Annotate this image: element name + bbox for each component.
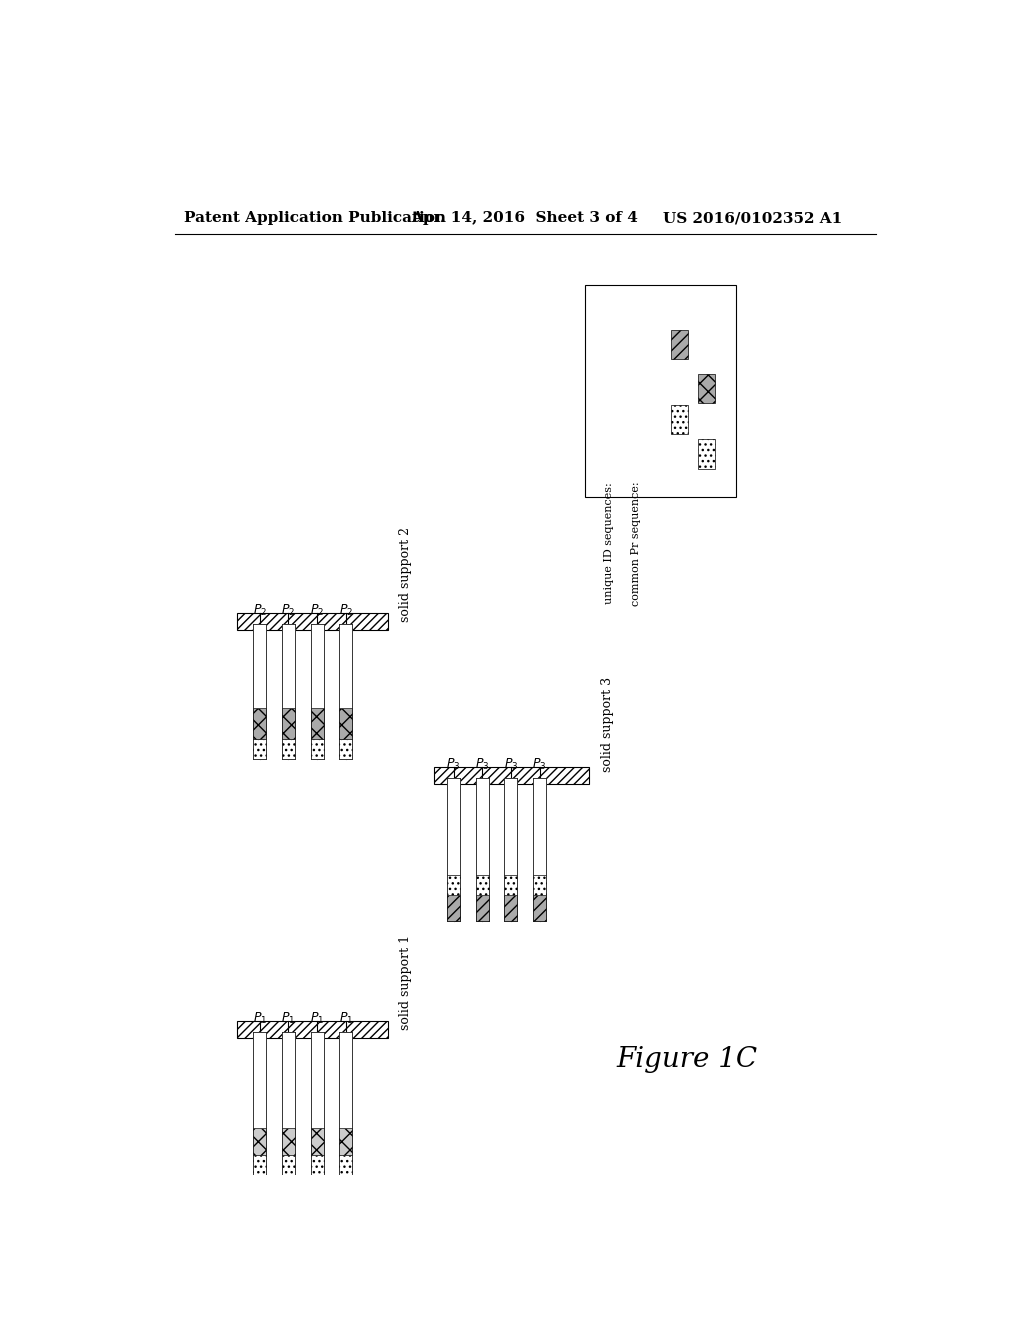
Bar [310, 1155, 324, 1183]
Bar [504, 779, 517, 921]
Text: $P_2$: $P_2$ [282, 603, 296, 618]
Bar [475, 779, 488, 921]
Bar [310, 1032, 324, 1129]
Bar [282, 624, 295, 759]
Bar [532, 875, 546, 895]
Bar [310, 1032, 324, 1183]
Bar [586, 285, 736, 498]
Text: $P_3$: $P_3$ [504, 756, 518, 772]
Bar [434, 767, 589, 784]
Bar [310, 624, 324, 708]
Bar [532, 895, 546, 921]
Bar [253, 708, 266, 739]
Text: Patent Application Publication: Patent Application Publication [183, 211, 445, 226]
Text: common Pr sequence:: common Pr sequence: [631, 482, 641, 606]
Text: Figure 1C: Figure 1C [616, 1045, 758, 1073]
Bar [310, 624, 324, 759]
Bar [446, 779, 460, 875]
Text: $P_3$: $P_3$ [446, 756, 461, 772]
Bar [532, 779, 546, 875]
Bar [282, 1129, 295, 1155]
Bar [282, 1032, 295, 1183]
Bar [475, 895, 488, 921]
Text: $P_2$: $P_2$ [253, 603, 267, 618]
Text: solid support 2: solid support 2 [399, 527, 413, 622]
Bar [237, 1020, 388, 1038]
Bar [282, 624, 295, 708]
Bar [504, 875, 517, 895]
Text: $P_1$: $P_1$ [282, 1011, 296, 1026]
Bar [282, 1032, 295, 1129]
Text: unique ID sequences:: unique ID sequences: [603, 482, 613, 603]
Bar [697, 374, 715, 404]
Bar [339, 708, 352, 739]
Text: $P_1$: $P_1$ [253, 1011, 267, 1026]
Bar [253, 624, 266, 708]
Bar [253, 624, 266, 759]
Bar [339, 1032, 352, 1129]
Bar [310, 1129, 324, 1155]
Bar [504, 779, 517, 875]
Bar [671, 330, 687, 359]
Bar [310, 739, 324, 759]
Text: $P_1$: $P_1$ [310, 1011, 325, 1026]
Bar [339, 1032, 352, 1183]
Text: solid support 1: solid support 1 [399, 935, 413, 1030]
Bar [310, 708, 324, 739]
Text: solid support 3: solid support 3 [601, 677, 613, 772]
Bar [532, 779, 546, 921]
Text: $P_2$: $P_2$ [310, 603, 325, 618]
Bar [253, 1129, 266, 1155]
Bar [282, 739, 295, 759]
Bar [339, 624, 352, 708]
Bar [339, 624, 352, 759]
Text: $P_3$: $P_3$ [475, 756, 489, 772]
Bar [697, 440, 715, 469]
Bar [446, 875, 460, 895]
Text: $P_3$: $P_3$ [532, 756, 547, 772]
Bar [446, 779, 460, 921]
Bar [339, 739, 352, 759]
Bar [504, 895, 517, 921]
Bar [475, 875, 488, 895]
Bar [282, 708, 295, 739]
Text: $P_1$: $P_1$ [339, 1011, 353, 1026]
Bar [253, 1155, 266, 1183]
Bar [446, 895, 460, 921]
Text: US 2016/0102352 A1: US 2016/0102352 A1 [663, 211, 842, 226]
Text: Apr. 14, 2016  Sheet 3 of 4: Apr. 14, 2016 Sheet 3 of 4 [411, 211, 638, 226]
Bar [253, 1032, 266, 1183]
Bar [253, 739, 266, 759]
Bar [339, 1155, 352, 1183]
Bar [237, 612, 388, 630]
Bar [282, 1155, 295, 1183]
Bar [253, 1032, 266, 1129]
Bar [339, 1129, 352, 1155]
Text: $P_2$: $P_2$ [339, 603, 353, 618]
Bar [475, 779, 488, 875]
Bar [671, 405, 687, 434]
